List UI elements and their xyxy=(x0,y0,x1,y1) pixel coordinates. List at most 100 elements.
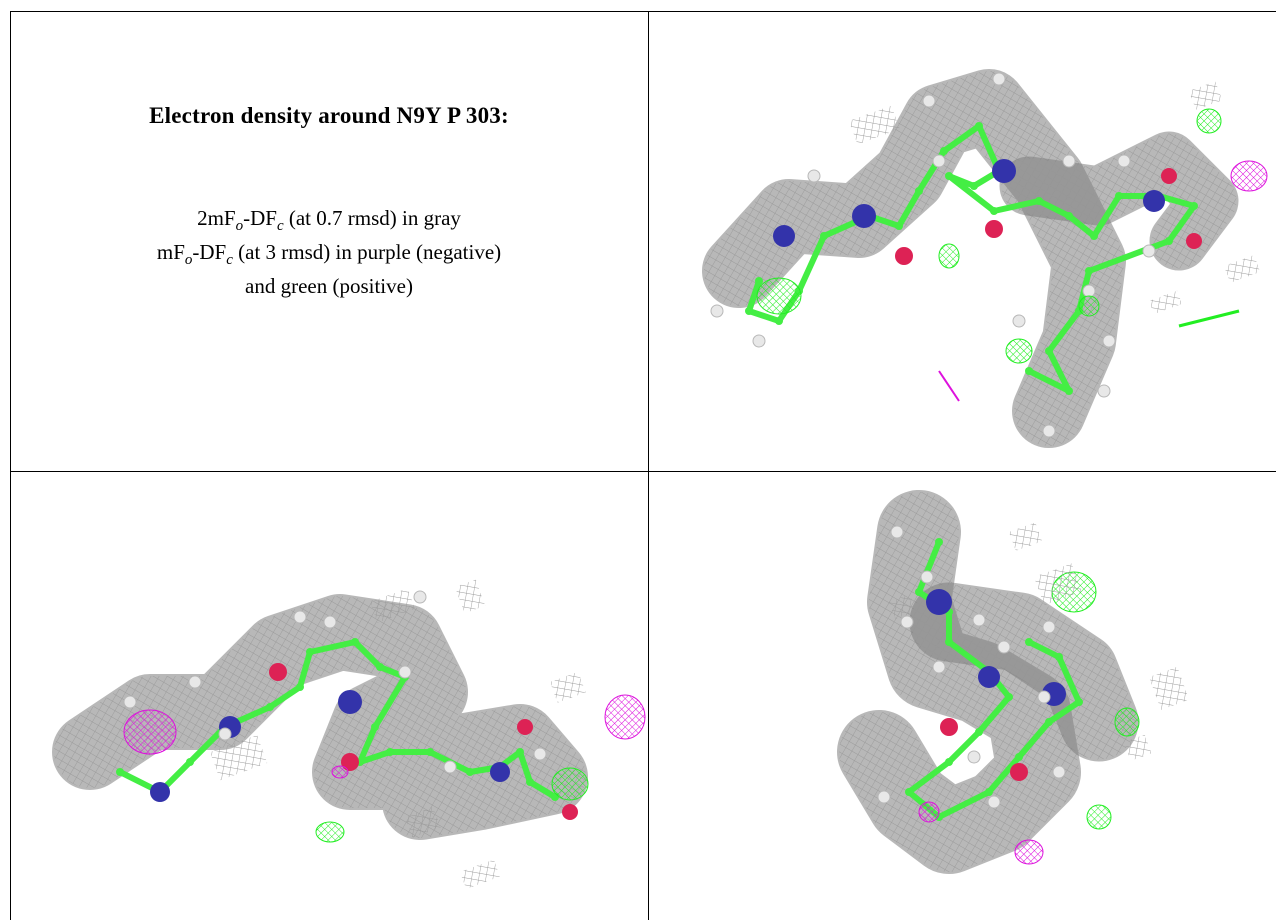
positive-difference-density xyxy=(756,277,802,315)
oxygen-atom xyxy=(940,718,958,736)
carbon-atom xyxy=(386,748,394,756)
carbon-atom xyxy=(945,638,953,646)
noise-mesh xyxy=(405,806,441,838)
hydrogen-atom xyxy=(1042,620,1056,634)
carbon-atom xyxy=(1025,638,1033,646)
hydrogen-atom xyxy=(997,640,1011,654)
carbon-atom xyxy=(516,748,524,756)
legend-line-gray: 2mFo-DFc (at 0.7 rmsd) in gray xyxy=(197,206,461,235)
positive-difference-density xyxy=(938,243,960,269)
negative-difference-density xyxy=(123,709,177,755)
carbon-atom xyxy=(376,663,384,671)
hydrogen-atom xyxy=(218,727,232,741)
table-border-left xyxy=(10,11,11,920)
oxygen-atom xyxy=(269,663,287,681)
carbon-atom xyxy=(1045,347,1053,355)
hydrogen-atom xyxy=(992,72,1006,86)
table-divider-middle xyxy=(10,471,1276,472)
carbon-atom xyxy=(755,277,763,285)
carbon-atom xyxy=(945,172,953,180)
figure-table: Electron density around N9Y P 303: 2mFo-… xyxy=(10,11,1276,920)
caption-cell: Electron density around N9Y P 303: 2mFo-… xyxy=(10,11,648,471)
hydrogen-atom xyxy=(1117,154,1131,168)
carbon-atom xyxy=(351,638,359,646)
carbon-atom xyxy=(935,538,943,546)
hydrogen-atom xyxy=(932,154,946,168)
oxygen-atom xyxy=(562,804,578,820)
carbon-atom xyxy=(990,207,998,215)
noise-mesh xyxy=(549,671,586,703)
positive-difference-density xyxy=(1178,309,1240,328)
density-render-bottom-left xyxy=(52,579,646,889)
noise-mesh xyxy=(1008,522,1043,551)
carbon-atom xyxy=(1085,267,1093,275)
negative-difference-density xyxy=(604,694,646,740)
carbon-atom xyxy=(1065,387,1073,395)
carbon-atom xyxy=(186,758,194,766)
positive-difference-density xyxy=(1196,108,1222,134)
nitrogen-atom xyxy=(992,159,1016,183)
carbon-atom xyxy=(1115,192,1123,200)
carbon-atom xyxy=(116,768,124,776)
nitrogen-atom xyxy=(1143,190,1165,212)
density-mesh xyxy=(704,71,1124,446)
oxygen-atom xyxy=(517,719,533,735)
hydrogen-atom xyxy=(123,695,137,709)
view-bottom-right xyxy=(649,472,1276,920)
carbon-atom xyxy=(1075,698,1083,706)
hydrogen-atom xyxy=(932,660,946,674)
noise-mesh xyxy=(889,594,916,619)
carbon-atom xyxy=(985,788,993,796)
carbon-atom xyxy=(975,122,983,130)
density-render-top-right xyxy=(702,69,1268,448)
carbon-atom xyxy=(915,187,923,195)
positive-difference-density xyxy=(1078,295,1100,317)
carbon-atom xyxy=(975,728,983,736)
hydrogen-atom xyxy=(1012,314,1026,328)
density-mesh xyxy=(1001,133,1237,269)
hydrogen-atom xyxy=(1042,424,1056,438)
hydrogen-atom xyxy=(533,747,547,761)
carbon-atom xyxy=(296,683,304,691)
carbon-atom xyxy=(1005,693,1013,701)
carbon-atom xyxy=(371,723,379,731)
negative-difference-density xyxy=(331,765,349,779)
hydrogen-atom xyxy=(967,750,981,764)
ligand-bonds xyxy=(746,123,1197,394)
positive-difference-density xyxy=(1086,804,1112,830)
positive-difference-density xyxy=(1005,338,1033,364)
figure-title: Electron density around N9Y P 303: xyxy=(149,103,509,128)
noise-mesh xyxy=(1124,734,1152,761)
nitrogen-atom xyxy=(490,762,510,782)
carbon-atom xyxy=(915,588,923,596)
nitrogen-atom xyxy=(150,782,170,802)
carbon-atom xyxy=(1090,232,1098,240)
hydrogen-atom xyxy=(922,94,936,108)
carbon-atom xyxy=(1015,753,1023,761)
noise-mesh xyxy=(369,588,416,623)
carbon-atom xyxy=(895,222,903,230)
hydrogen-atom xyxy=(1082,284,1096,298)
carbon-atom xyxy=(1055,653,1063,661)
carbon-atom xyxy=(940,147,948,155)
density-render-bottom-right xyxy=(837,490,1190,874)
negative-difference-density xyxy=(1014,839,1044,865)
carbon-atom xyxy=(775,317,783,325)
hydrogen-atom xyxy=(1102,334,1116,348)
carbon-atom xyxy=(466,768,474,776)
carbon-atom xyxy=(1165,237,1173,245)
noise-mesh xyxy=(459,859,500,889)
oxygen-atom xyxy=(985,220,1003,238)
carbon-atom xyxy=(1035,197,1043,205)
negative-difference-density xyxy=(918,801,940,823)
table-border-top xyxy=(10,11,1276,12)
noise-mesh xyxy=(1189,81,1223,110)
oxygen-atom xyxy=(1186,233,1202,249)
carbon-atom xyxy=(1025,367,1033,375)
hydrogen-atom xyxy=(443,760,457,774)
positive-difference-density xyxy=(551,767,589,801)
carbon-atom xyxy=(266,703,274,711)
carbon-atom xyxy=(306,648,314,656)
carbon-atom xyxy=(1190,202,1198,210)
hydrogen-atom xyxy=(972,613,986,627)
